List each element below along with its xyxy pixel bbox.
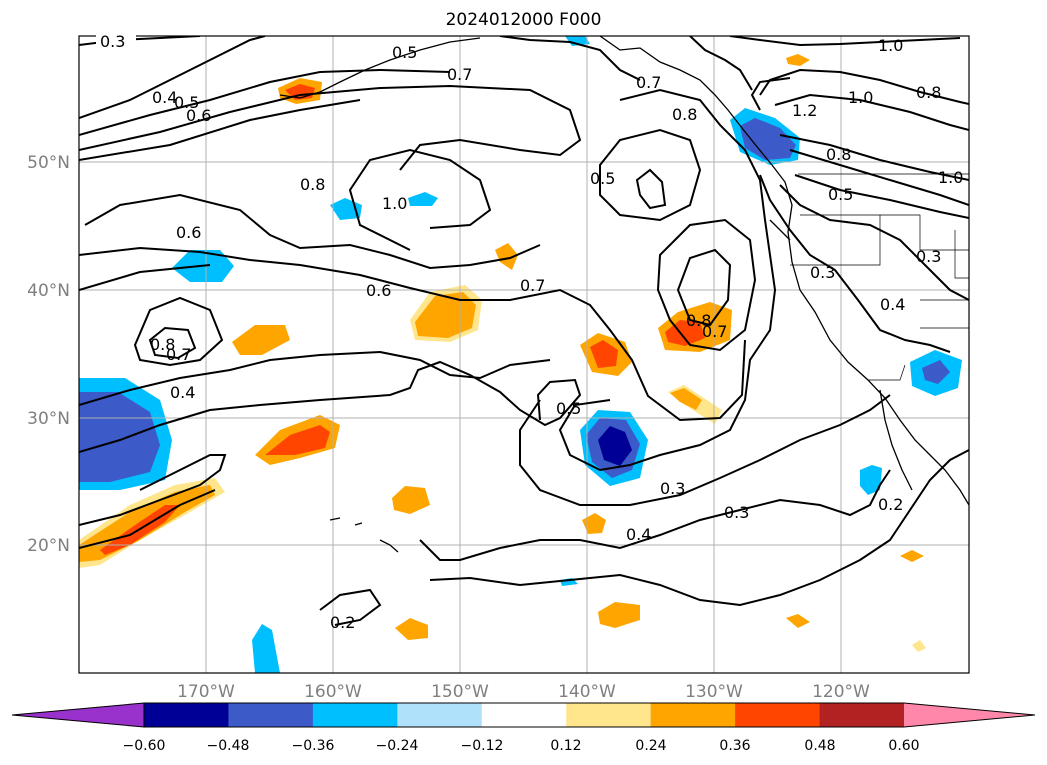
contour-label: 1.0 bbox=[382, 194, 407, 213]
contour-label: 0.7 bbox=[166, 345, 191, 364]
contour-label: 0.3 bbox=[916, 247, 941, 266]
colorbar-ticks: −0.60 −0.48 −0.36 −0.24 −0.12 0.12 0.24 … bbox=[123, 738, 920, 754]
colorbar-tick-label: −0.24 bbox=[376, 738, 419, 754]
colorbar-tick-label: −0.12 bbox=[461, 738, 504, 754]
lon-label: 150°W bbox=[431, 682, 489, 702]
contour-label: 0.5 bbox=[174, 93, 199, 112]
contour-label: 0.7 bbox=[447, 65, 472, 84]
contour-label: 0.4 bbox=[626, 525, 651, 544]
colorbar-extend-high bbox=[904, 703, 1035, 727]
lon-label: 160°W bbox=[304, 682, 362, 702]
lon-label: 170°W bbox=[177, 682, 235, 702]
contour-label: 0.3 bbox=[100, 32, 125, 51]
contour-lines bbox=[79, 36, 969, 626]
contour-label: 0.2 bbox=[878, 495, 903, 514]
contour-label: 1.0 bbox=[938, 168, 963, 187]
lon-label: 120°W bbox=[812, 682, 870, 702]
contour-label: 0.4 bbox=[170, 383, 195, 402]
contour-label: 0.6 bbox=[186, 106, 211, 125]
contour-label: 1.0 bbox=[878, 36, 903, 55]
contour-label: 0.4 bbox=[880, 295, 905, 314]
contour-label: 0.8 bbox=[686, 311, 711, 330]
contour-label: 0.6 bbox=[366, 281, 391, 300]
contour-label: 0.7 bbox=[520, 276, 545, 295]
colorbar-extend-low bbox=[12, 703, 144, 727]
contour-label: 0.3 bbox=[810, 263, 835, 282]
latitude-labels: 50°N 40°N 30°N 20°N bbox=[27, 153, 70, 556]
graticule bbox=[79, 36, 969, 673]
contour-label: 0.4 bbox=[152, 88, 177, 107]
contour-label-group: 0.3 0.4 0.5 0.6 0.5 0.7 0.7 0.8 1.0 1.2 … bbox=[96, 31, 963, 632]
contour-label: 0.8 bbox=[916, 83, 941, 102]
contour-label: 1.0 bbox=[848, 88, 873, 107]
lat-label: 50°N bbox=[27, 153, 70, 173]
lon-label: 140°W bbox=[558, 682, 616, 702]
colorbar-tick-label: 0.36 bbox=[719, 738, 750, 754]
colorbar-segments bbox=[12, 703, 1035, 727]
lon-label: 130°W bbox=[685, 682, 743, 702]
contour-label: 0.5 bbox=[590, 169, 615, 188]
contour-label: 0.5 bbox=[556, 399, 581, 418]
lat-label: 30°N bbox=[27, 409, 70, 429]
colorbar-tick-label: −0.48 bbox=[207, 738, 250, 754]
contour-label: 0.8 bbox=[300, 175, 325, 194]
colorbar-segment bbox=[735, 703, 821, 727]
contour-label: 0.6 bbox=[176, 223, 201, 242]
contour-label: 0.8 bbox=[672, 105, 697, 124]
colorbar-outline bbox=[11, 702, 1036, 728]
colorbar: −0.60 −0.48 −0.36 −0.24 −0.12 0.12 0.24 … bbox=[11, 702, 1036, 754]
contour-label: 0.7 bbox=[702, 322, 727, 341]
colorbar-segment bbox=[397, 703, 483, 727]
contour-label: 0.5 bbox=[828, 185, 853, 204]
contour-label: 0.5 bbox=[392, 43, 417, 62]
colorbar-segment bbox=[566, 703, 652, 727]
colorbar-segment bbox=[650, 703, 736, 727]
lat-label: 40°N bbox=[27, 281, 70, 301]
lat-label: 20°N bbox=[27, 536, 70, 556]
contour-label: 0.2 bbox=[330, 613, 355, 632]
colorbar-tick-label: 0.12 bbox=[550, 738, 581, 754]
contour-label: 0.8 bbox=[826, 145, 851, 164]
longitude-labels: 170°W 160°W 150°W 140°W 130°W 120°W bbox=[177, 682, 870, 702]
contour-label: 0.8 bbox=[150, 335, 175, 354]
contour-label: 0.3 bbox=[724, 503, 749, 522]
colorbar-tick-label: 0.24 bbox=[635, 738, 666, 754]
contour-label: 0.7 bbox=[636, 73, 661, 92]
colorbar-segment bbox=[144, 703, 229, 727]
colorbar-tick-label: −0.36 bbox=[292, 738, 335, 754]
colorbar-segment bbox=[481, 703, 567, 727]
map-frame bbox=[78, 35, 970, 674]
colorbar-segment bbox=[819, 703, 905, 727]
colorbar-segment bbox=[228, 703, 314, 727]
contour-label: 0.3 bbox=[660, 479, 685, 498]
contour-label: 1.2 bbox=[792, 101, 817, 120]
colorbar-segment bbox=[312, 703, 398, 727]
map-title: 2024012000 F000 bbox=[445, 10, 602, 30]
colorbar-tick-label: 0.48 bbox=[804, 738, 835, 754]
colorbar-tick-label: −0.60 bbox=[123, 738, 166, 754]
colorbar-tick-label: 0.60 bbox=[888, 738, 919, 754]
